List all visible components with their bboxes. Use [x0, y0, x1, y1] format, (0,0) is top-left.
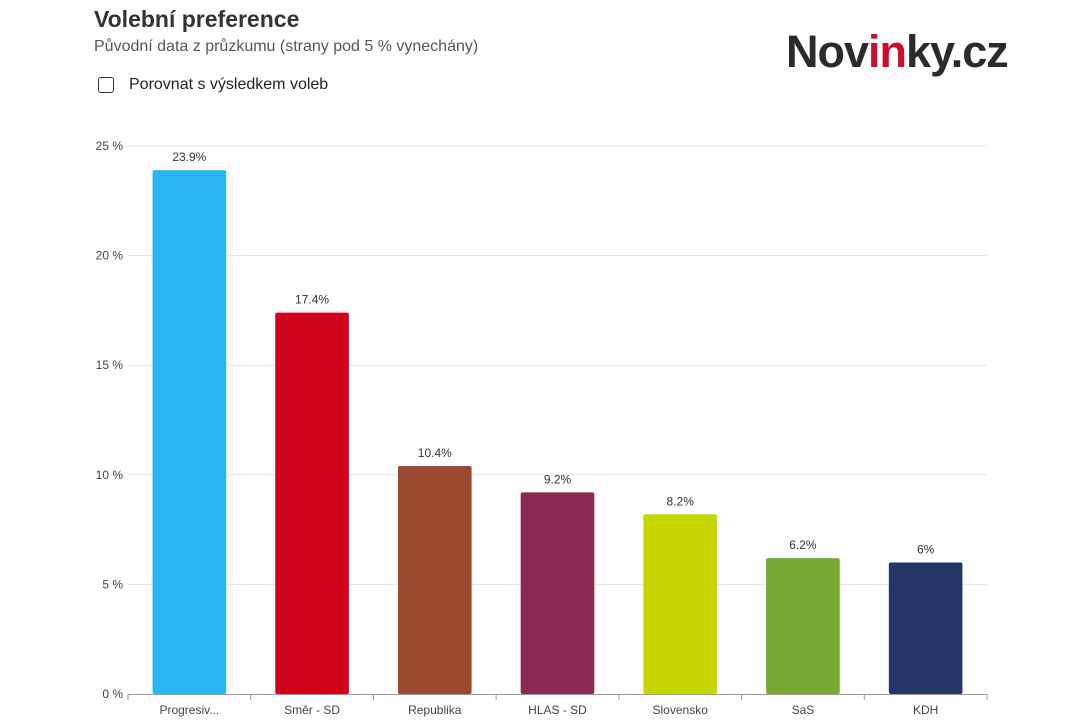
chart-title: Volební preference: [94, 6, 300, 32]
logo-text-accent: in: [868, 26, 907, 77]
bar-data-label: 23.9%: [172, 150, 206, 164]
bar-data-label: 6.2%: [789, 538, 817, 552]
bar[interactable]: [766, 558, 840, 694]
x-tick-label: KDH: [913, 703, 938, 717]
x-tick-label: Směr - SD: [284, 703, 340, 717]
logo-text-part1: Nov: [786, 26, 869, 77]
compare-checkbox-label: Porovnat s výsledkem voleb: [129, 76, 329, 93]
x-tick-label: Slovensko: [653, 703, 709, 717]
chart-subtitle: Původní data z průzkumu (strany pod 5 % …: [94, 38, 479, 55]
x-tick-label: SaS: [792, 703, 815, 717]
y-tick-label: 10 %: [96, 468, 124, 482]
bar[interactable]: [275, 312, 349, 694]
y-tick-label: 25 %: [96, 139, 124, 153]
compare-checkbox[interactable]: [98, 77, 114, 93]
x-tick-label: Republika: [408, 703, 462, 717]
bar-data-label: 6%: [917, 542, 935, 556]
bar[interactable]: [152, 170, 227, 694]
compare-election-toggle[interactable]: Porovnat s výsledkem voleb: [98, 76, 328, 94]
y-tick-label: 0 %: [102, 687, 123, 701]
y-tick-label: 15 %: [96, 358, 124, 372]
bar-data-label: 9.2%: [544, 472, 572, 486]
y-tick-label: 5 %: [102, 577, 123, 591]
novinky-logo[interactable]: Novinky.cz: [786, 26, 1009, 78]
bar-data-label: 10.4%: [418, 446, 452, 460]
logo-text-part3: ky.cz: [906, 26, 1009, 77]
bar[interactable]: [397, 466, 472, 694]
bar[interactable]: [888, 562, 963, 694]
bar[interactable]: [643, 514, 718, 694]
bar-data-label: 17.4%: [295, 293, 329, 307]
x-tick-label: Progresiv...: [159, 703, 219, 717]
bar[interactable]: [520, 492, 595, 694]
y-tick-label: 20 %: [96, 249, 124, 263]
x-tick-label: HLAS - SD: [528, 703, 587, 717]
bar-data-label: 8.2%: [667, 494, 695, 508]
